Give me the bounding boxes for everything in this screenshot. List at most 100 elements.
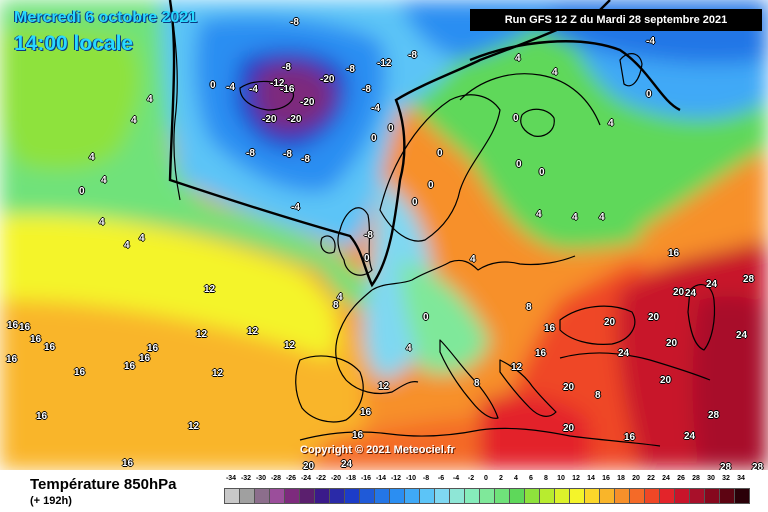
legend-label: -26: [285, 475, 297, 482]
map-value-label: -8: [362, 84, 371, 95]
legend-label: -20: [330, 475, 342, 482]
map-value-label: 16: [535, 348, 547, 359]
map-value-label: 4: [536, 209, 542, 220]
legend-label: 32: [722, 475, 730, 482]
legend-label: 28: [692, 475, 700, 482]
map-value-label: -20: [320, 74, 335, 85]
map-value-label: -4: [371, 103, 380, 114]
legend-label: -34: [225, 475, 237, 482]
legend-label: 34: [737, 475, 745, 482]
map-value-label: 4: [515, 53, 521, 64]
legend-swatch: [584, 488, 600, 504]
map-value-label: 16: [352, 430, 364, 441]
map-value-label: 4: [337, 292, 343, 303]
legend-label: 6: [529, 475, 533, 482]
map-value-label: 16: [624, 432, 636, 443]
legend-swatch: [704, 488, 720, 504]
map-value-label: 0: [428, 180, 434, 191]
temperature-field: [0, 0, 768, 470]
map-value-label: 12: [204, 284, 216, 295]
map-value-label: -8: [408, 50, 417, 61]
legend-swatch: [329, 488, 345, 504]
map-value-label: 16: [30, 334, 42, 345]
legend-label: 12: [572, 475, 580, 482]
map-value-label: 12: [188, 421, 200, 432]
legend-label: 20: [632, 475, 640, 482]
color-legend: -34 -32 -30 -28 -26 -24 -22 -20 -18 -16 -14 -12 -10-…: [224, 474, 754, 508]
map-value-label: -20: [287, 114, 302, 125]
map-value-label: 8: [595, 390, 601, 401]
legend-swatch: [614, 488, 630, 504]
legend-swatch: [644, 488, 660, 504]
legend-label: 26: [677, 475, 685, 482]
legend-swatch: [389, 488, 405, 504]
legend-swatch: [344, 488, 360, 504]
legend-swatch: [494, 488, 510, 504]
map-value-label: 0: [646, 89, 652, 100]
map-value-label: 4: [608, 118, 614, 129]
map-value-label: 0: [423, 312, 429, 323]
map-value-label: 20: [666, 338, 678, 349]
run-banner: Run GFS 12 Z du Mardi 28 septembre 2021: [470, 9, 762, 31]
map-value-label: 24: [685, 288, 697, 299]
map-value-label: 4: [147, 94, 153, 105]
legend-label: -18: [345, 475, 357, 482]
map-value-label: 4: [89, 152, 95, 163]
legend-swatch: [509, 488, 525, 504]
map-value-label: 0: [371, 133, 377, 144]
map-value-label: -8: [364, 230, 373, 241]
map-value-label: 4: [572, 212, 578, 223]
map-value-label: 12: [212, 368, 224, 379]
map-value-label: 12: [284, 340, 296, 351]
legend-swatch: [449, 488, 465, 504]
map-value-label: 24: [706, 279, 718, 290]
map-value-label: 16: [139, 353, 151, 364]
map-value-label: 16: [124, 361, 136, 372]
map-value-label: 24: [736, 330, 748, 341]
map-value-label: 20: [604, 317, 616, 328]
legend-label: 16: [602, 475, 610, 482]
map-value-label: 8: [474, 378, 480, 389]
legend-swatch: [479, 488, 495, 504]
map-value-label: 4: [406, 343, 412, 354]
map-value-label: 16: [668, 248, 680, 259]
map-value-label: 0: [437, 148, 443, 159]
map-value-label: 24: [618, 348, 630, 359]
map-value-label: 16: [44, 342, 56, 353]
map-value-label: -12: [270, 78, 285, 89]
map-value-label: -8: [246, 148, 255, 159]
map-value-label: 12: [247, 326, 259, 337]
legend-swatch: [689, 488, 705, 504]
map-value-label: 0: [513, 113, 519, 124]
map-value-label: 0: [79, 186, 85, 197]
map-value-label: 8: [526, 302, 532, 313]
map-value-label: 16: [7, 320, 19, 331]
legend-label: -32: [240, 475, 252, 482]
legend-label: 30: [707, 475, 715, 482]
map-value-label: -4: [291, 202, 300, 213]
map-value-label: 28: [752, 462, 764, 473]
legend-swatch: [254, 488, 270, 504]
legend-label: -28: [270, 475, 282, 482]
temperature-map: [0, 0, 768, 470]
legend-swatch: [554, 488, 570, 504]
map-value-label: 12: [511, 362, 523, 373]
map-value-label: 28: [743, 274, 755, 285]
map-value-label: -20: [300, 97, 315, 108]
legend-swatch: [524, 488, 540, 504]
legend-swatch: [269, 488, 285, 504]
legend-swatch: [359, 488, 375, 504]
legend-label: 2: [499, 475, 503, 482]
legend-swatch: [629, 488, 645, 504]
legend-swatch: [314, 488, 330, 504]
legend-swatch: [224, 488, 240, 504]
map-value-label: -8: [282, 62, 291, 73]
map-value-label: 20: [563, 382, 575, 393]
legend-swatch: [569, 488, 585, 504]
legend-label: -2: [467, 475, 475, 482]
map-value-label: 4: [131, 115, 137, 126]
map-value-label: 4: [124, 240, 130, 251]
legend-label: -22: [315, 475, 327, 482]
map-value-label: 0: [516, 159, 522, 170]
map-value-label: 20: [673, 287, 685, 298]
